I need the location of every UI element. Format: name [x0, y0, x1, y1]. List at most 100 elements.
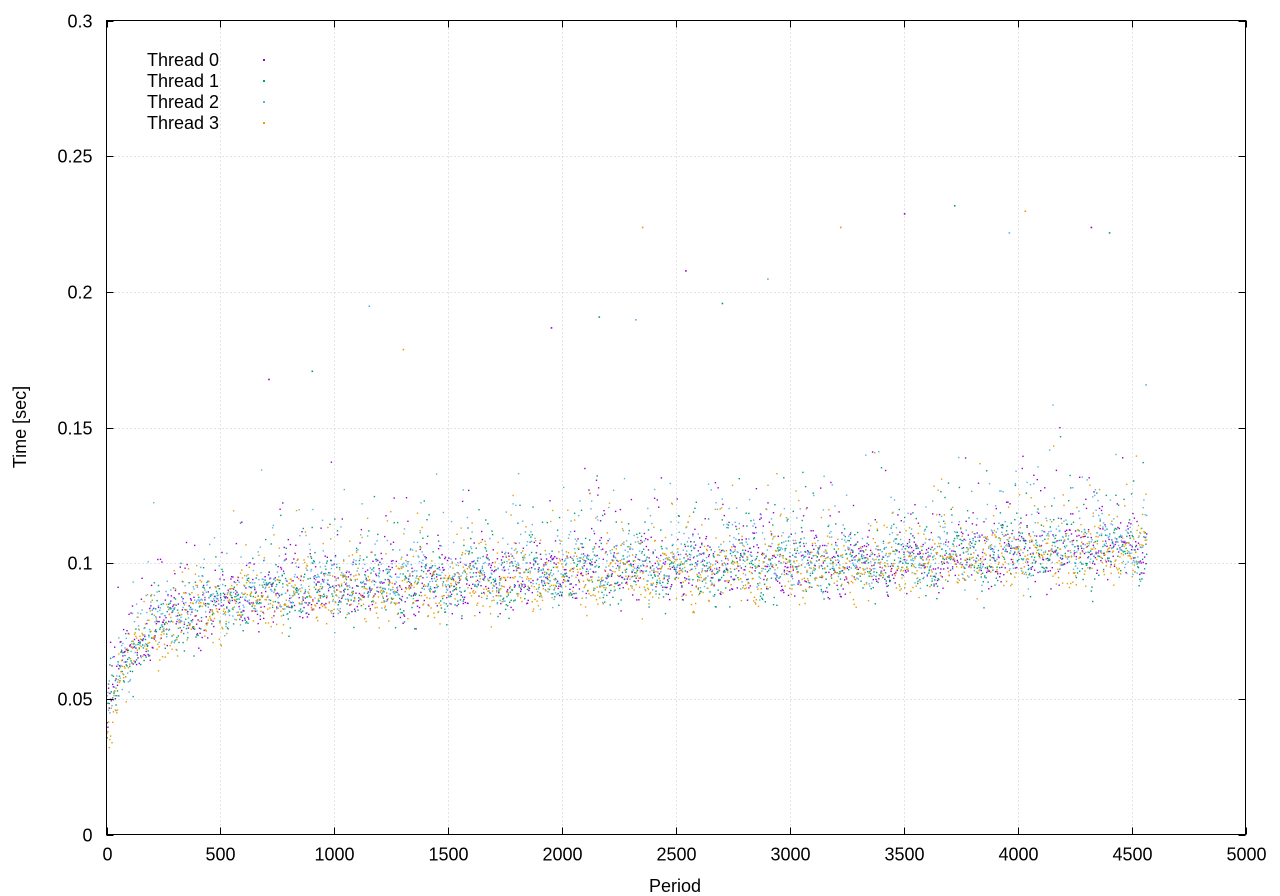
data-point	[890, 527, 892, 529]
data-point	[869, 573, 872, 575]
data-point	[911, 551, 913, 553]
data-point	[1128, 519, 1131, 521]
data-point	[863, 545, 866, 547]
data-point	[740, 555, 743, 557]
data-point	[943, 530, 946, 533]
data-point	[643, 548, 645, 550]
data-point	[564, 559, 566, 562]
data-point	[254, 587, 256, 589]
data-point	[960, 558, 962, 560]
data-point	[668, 577, 670, 579]
data-point	[886, 594, 889, 596]
data-point	[719, 579, 721, 581]
data-point	[842, 588, 844, 590]
data-point	[252, 569, 255, 572]
data-point	[476, 579, 479, 582]
data-point	[802, 557, 805, 559]
data-point	[381, 558, 383, 560]
data-point	[360, 534, 362, 536]
data-point	[1068, 529, 1071, 531]
data-point	[1092, 496, 1094, 498]
data-point	[493, 581, 495, 584]
data-point	[223, 608, 225, 610]
data-point	[403, 528, 406, 530]
data-point	[331, 593, 333, 595]
data-point	[157, 584, 160, 587]
data-point	[1085, 562, 1087, 565]
data-point	[770, 564, 772, 566]
data-point	[319, 607, 321, 609]
data-point	[417, 581, 419, 583]
data-point	[1071, 543, 1073, 546]
data-point	[1076, 567, 1079, 569]
data-point	[473, 566, 475, 569]
data-point	[156, 648, 158, 650]
data-point	[466, 578, 468, 580]
data-point	[839, 578, 842, 580]
data-point	[725, 557, 727, 560]
data-point	[852, 562, 854, 564]
data-point	[338, 586, 341, 588]
data-point	[214, 586, 216, 588]
data-point	[122, 674, 125, 676]
data-point	[463, 590, 466, 592]
data-point	[764, 575, 766, 577]
data-point	[951, 514, 953, 516]
data-point	[819, 546, 821, 548]
data-point	[274, 600, 276, 603]
data-point	[1093, 491, 1095, 493]
data-point	[453, 575, 456, 577]
data-point	[260, 610, 262, 612]
data-point	[663, 576, 665, 579]
data-point	[889, 565, 892, 568]
data-point	[157, 606, 160, 609]
data-point	[876, 580, 878, 582]
data-point	[1100, 560, 1102, 562]
data-point	[419, 548, 421, 551]
data-point	[597, 519, 599, 521]
data-point	[763, 578, 765, 581]
data-point	[345, 598, 347, 600]
data-point	[1091, 553, 1093, 555]
data-point	[1066, 562, 1069, 564]
data-point	[347, 585, 349, 588]
data-point	[1003, 542, 1006, 544]
data-point	[528, 589, 530, 592]
data-point	[566, 580, 568, 582]
data-point	[195, 636, 197, 638]
data-point	[794, 566, 797, 568]
data-point	[169, 621, 171, 623]
data-point	[603, 594, 605, 596]
data-point	[691, 563, 693, 566]
data-point	[655, 593, 657, 595]
data-point	[1074, 551, 1076, 554]
data-point	[692, 579, 694, 581]
data-point	[334, 601, 337, 604]
data-point	[944, 496, 946, 499]
data-point	[144, 627, 146, 629]
data-point	[1001, 524, 1004, 526]
data-point	[459, 590, 461, 592]
data-point	[308, 592, 310, 595]
data-point	[526, 588, 529, 591]
data-point	[398, 602, 400, 604]
data-point	[420, 575, 422, 577]
data-point	[517, 580, 519, 583]
data-point	[636, 569, 639, 572]
data-point	[945, 539, 948, 541]
data-point	[955, 531, 957, 534]
data-point	[358, 597, 360, 599]
data-point	[348, 571, 350, 573]
data-point	[308, 543, 311, 545]
data-point	[487, 557, 489, 560]
data-point	[871, 451, 874, 453]
data-point	[997, 528, 999, 530]
data-point	[197, 594, 199, 596]
data-point	[541, 579, 543, 582]
data-point	[185, 609, 188, 611]
data-point	[651, 522, 653, 525]
data-point	[340, 583, 343, 585]
data-point	[504, 551, 507, 554]
data-point	[1109, 560, 1112, 562]
data-point	[820, 487, 822, 489]
